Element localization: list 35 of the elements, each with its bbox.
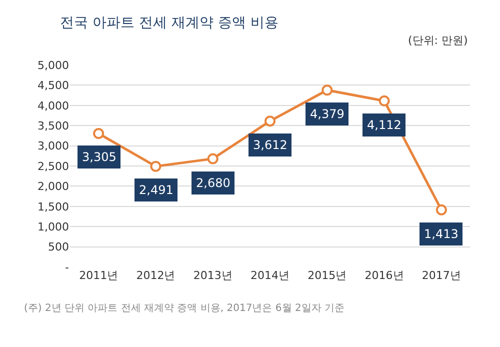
- point: [207, 153, 218, 164]
- x-tick-label: 2012년: [136, 269, 176, 282]
- point: [436, 204, 447, 216]
- y-tick-label: 5,000: [38, 58, 69, 72]
- point: [378, 95, 390, 106]
- y-tick-label: 4,000: [38, 99, 69, 112]
- y-tick-label: 500: [48, 240, 69, 254]
- text: (주) 2년 단위 아파트 전세 재계약 증액 비용, 2017년은 6월 2일자 기준: [24, 303, 344, 314]
- data-label: 4,379: [310, 107, 344, 121]
- y-tick-label: 2,500: [38, 160, 69, 173]
- y-tick-label: 3,000: [38, 140, 69, 153]
- data-label: 3,612: [253, 138, 288, 152]
- x-tick-label: 2013년: [193, 269, 232, 282]
- y-tick-label: 3,500: [38, 119, 69, 132]
- x-tick-label: 2017년: [422, 269, 461, 282]
- x-tick-label: 2011년: [79, 269, 118, 282]
- y-tick-label: 4,500: [38, 79, 69, 92]
- y-tick-label: 2,000: [38, 180, 69, 194]
- chart-title: 전국 아파트 전세 재계약 증액 비용: [60, 15, 278, 32]
- point: [93, 128, 104, 139]
- text: (단위: 만원): [408, 34, 468, 47]
- data-label: 1,413: [424, 227, 458, 241]
- y-tick-label: -: [65, 260, 70, 274]
- x-tick-label: 2015년: [308, 269, 347, 282]
- y-tick-label: 1,500: [38, 200, 69, 214]
- point: [322, 84, 333, 96]
- x-tick-label: 2014년: [250, 269, 290, 282]
- y-tick-label: 1,000: [38, 220, 69, 234]
- data-label: 2,680: [196, 176, 230, 190]
- x-tick-label: 2016년: [364, 269, 404, 282]
- point: [150, 160, 162, 172]
- point: [264, 116, 276, 127]
- data-label: 4,112: [367, 118, 402, 132]
- data-label: 3,305: [82, 150, 116, 164]
- data-label: 2,491: [139, 183, 174, 197]
